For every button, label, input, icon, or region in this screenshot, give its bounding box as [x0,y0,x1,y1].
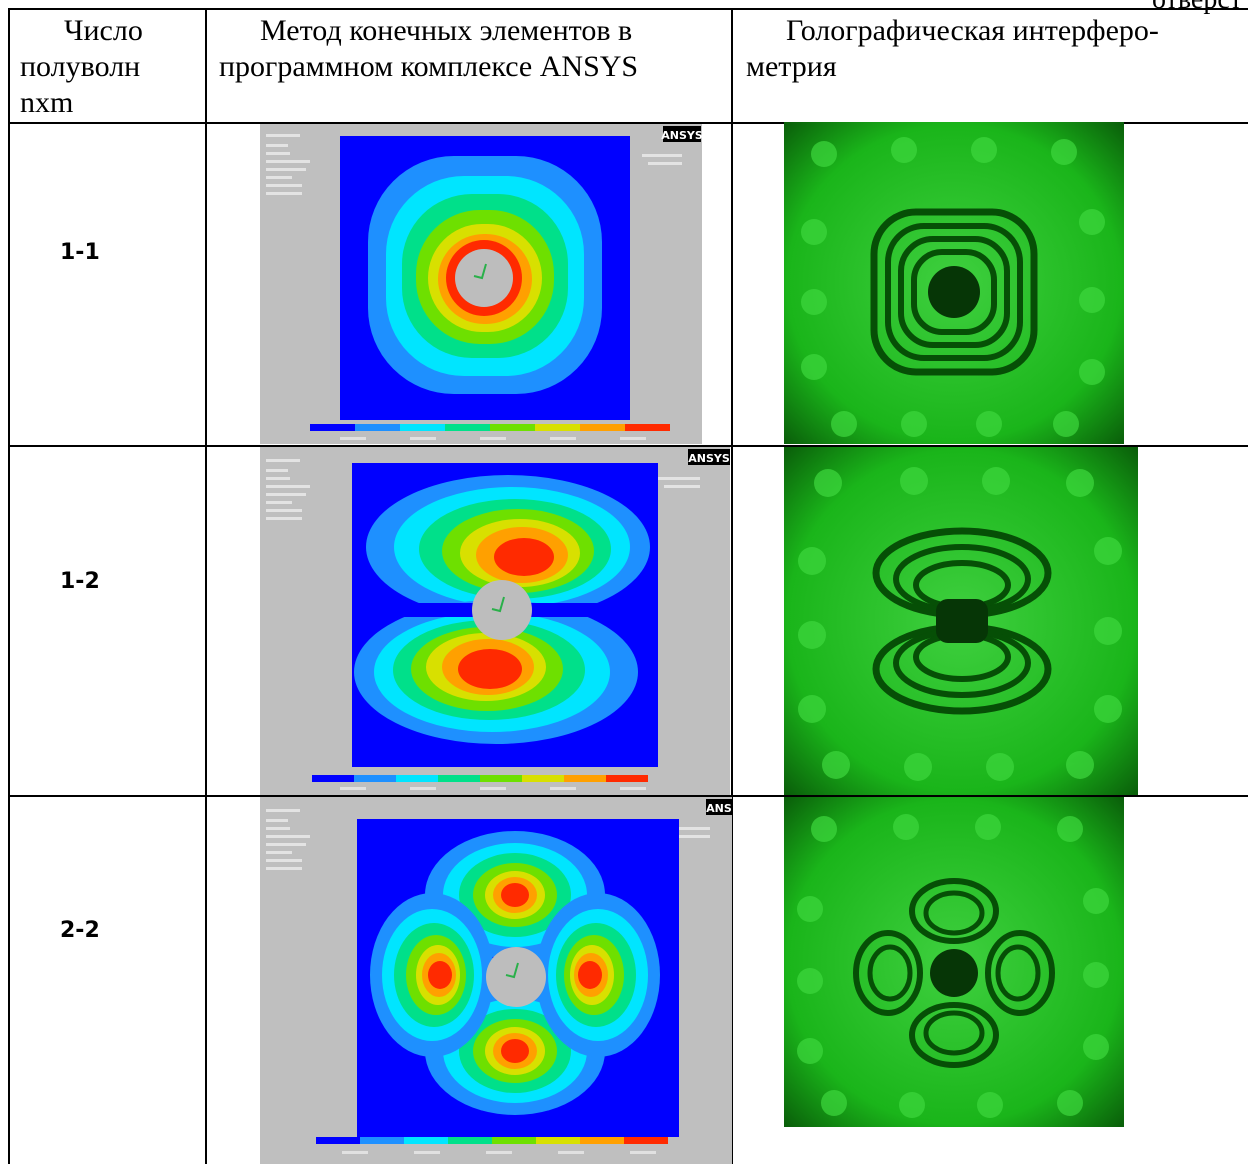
header-col1-line2: полуволн [20,50,141,83]
header-col3-line1: Голографическая интерферо- [786,14,1159,47]
table-row-divider [8,795,1248,797]
table-column-divider [731,8,733,1164]
table-border-left [8,8,10,1164]
table-header-divider [8,122,1248,124]
header-col2-line1: Метод конечных элементов в [260,14,633,47]
table-column-divider [205,8,207,1164]
holo-image-mode-2-2 [784,797,1124,1127]
ansys-logo-text: ANSYS [688,452,730,465]
comparison-table: Число полуволн nxm Метод конечных элемен… [8,8,1248,1164]
table-row-divider [8,445,1248,447]
header-col1-line1: Число [64,14,143,47]
ansys-logo-text: ANS [706,802,732,815]
fem-image-mode-1-1: ANSYS [260,124,702,444]
page-corner-text: отверст [1152,0,1242,14]
header-col3-line2: метрия [746,50,837,83]
header-col2-line2: программном комплексе ANSYS [219,50,639,83]
holo-image-mode-1-1 [784,122,1124,444]
mode-label-2-2: 2-2 [60,918,100,943]
fem-image-mode-2-2: ANS [260,797,732,1164]
holo-image-mode-1-2 [784,447,1138,795]
header-col1-line3: nxm [20,86,74,119]
mode-label-1-1: 1-1 [60,240,100,265]
table-border-top [8,8,1248,10]
ansys-logo-text: ANSYS [661,129,702,142]
fem-image-mode-1-2: ANSYS [260,447,730,795]
mode-label-1-2: 1-2 [60,569,100,594]
